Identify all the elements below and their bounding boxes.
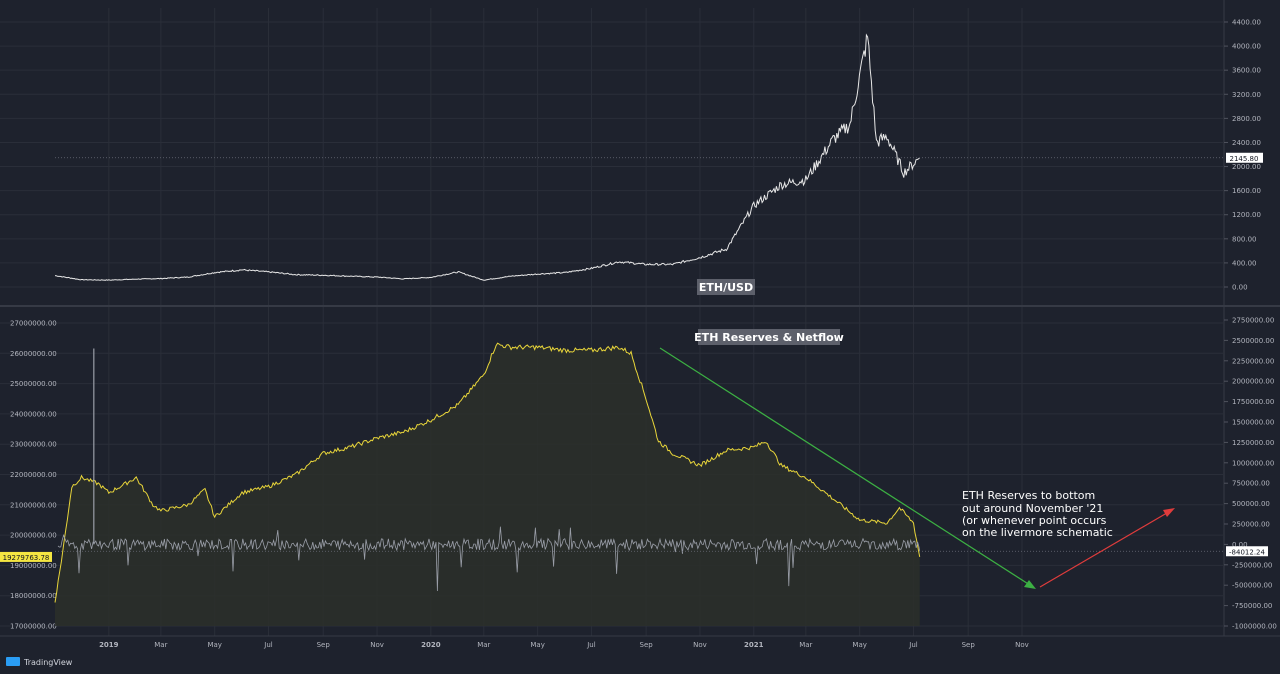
netflow-axis-label: 2250000.00	[1232, 357, 1274, 365]
price-axis-label: 3200.00	[1232, 91, 1261, 99]
x-tick-label: May	[207, 641, 221, 649]
reserves-label-box	[698, 329, 840, 345]
x-tick-label: Jul	[908, 641, 918, 649]
price-axis-label: 0.00	[1232, 284, 1248, 292]
x-tick-label: Sep	[640, 641, 654, 649]
reserves-axis-label: 26000000.00	[10, 350, 57, 358]
tradingview-wordmark: TradingView	[23, 658, 73, 667]
netflow-axis-label: 2750000.00	[1232, 317, 1274, 325]
netflow-layer	[57, 348, 921, 592]
price-axis-label: 1200.00	[1232, 211, 1261, 219]
price-axis-label: 1600.00	[1232, 187, 1261, 195]
downtrend-arrow-head	[1024, 580, 1036, 589]
price-axis-label: 2800.00	[1232, 115, 1261, 123]
reserves-axis-label: 25000000.00	[10, 380, 57, 388]
tradingview-logo-icon	[6, 657, 20, 666]
price-last-value: 2145.80	[1230, 155, 1259, 163]
x-tick-label: Sep	[317, 641, 331, 649]
reserves-axis-label: 22000000.00	[10, 471, 57, 479]
x-tick-label: Mar	[799, 641, 812, 649]
price-layer	[54, 33, 921, 281]
x-tick-label: May	[852, 641, 866, 649]
note-line-4: on the livermore schematic	[962, 526, 1113, 539]
x-tick-label: Jul	[586, 641, 596, 649]
netflow-axis-label: 2500000.00	[1232, 337, 1274, 345]
price-axis-label: 800.00	[1232, 235, 1257, 243]
netflow-line	[57, 526, 921, 592]
grid-layer	[0, 0, 1280, 637]
note-line-3: (or whenever point occurs	[962, 514, 1107, 527]
reserves-axis-label: 21000000.00	[10, 501, 57, 509]
netflow-axis-label: -250000.00	[1232, 561, 1272, 569]
reserves-axis-label: 20000000.00	[10, 532, 57, 540]
netflow-axis-label: 500000.00	[1232, 500, 1270, 508]
netflow-last-tag	[1226, 546, 1268, 557]
price-label: ETH/USD	[699, 281, 753, 294]
x-tick-label: 2021	[744, 641, 764, 649]
note-line-2: out around November '21	[962, 502, 1103, 515]
netflow-axis-label: 1500000.00	[1232, 419, 1274, 427]
price-axis-label: 4400.00	[1232, 19, 1261, 27]
netflow-axis-label: 0.00	[1232, 541, 1248, 549]
reserves-label: ETH Reserves & Netflow	[694, 331, 844, 344]
price-last-tag	[1226, 152, 1263, 163]
price-axis-label: 3600.00	[1232, 67, 1261, 75]
netflow-axis-label: -500000.00	[1232, 582, 1272, 590]
axes-layer: 2019 Mar May Jul Sep Nov 2020 Mar May Jul Sep Nov 20…	[10, 19, 1277, 650]
netflow-axis-label: 2000000.00	[1232, 378, 1274, 386]
netflow-axis-label: 1250000.00	[1232, 439, 1274, 447]
reserves-axis-label: 17000000.00	[10, 623, 57, 631]
netflow-axis-label: 1000000.00	[1232, 459, 1274, 467]
x-tick-label: Sep	[962, 641, 976, 649]
netflow-axis-label: -750000.00	[1232, 602, 1272, 610]
uptrend-arrow-line	[1039, 509, 1173, 588]
price-axis-label: 400.00	[1232, 259, 1257, 267]
x-tick-label: May	[530, 641, 544, 649]
uptrend-arrow-head	[1163, 508, 1175, 517]
downtrend-arrow-line	[659, 347, 1034, 588]
reserves-area	[55, 343, 920, 626]
reserves-axis-label: 23000000.00	[10, 441, 57, 449]
price-axis-label: 4000.00	[1232, 43, 1261, 51]
x-tick-label: Nov	[370, 641, 384, 649]
reserves-axis-label: 27000000.00	[10, 320, 57, 328]
reserves-layer	[54, 342, 921, 626]
x-tick-label: 2020	[421, 641, 441, 649]
netflow-axis-label: 250000.00	[1232, 521, 1270, 529]
x-tick-label: Nov	[1015, 641, 1029, 649]
note-line-1: ETH Reserves to bottom	[962, 489, 1095, 502]
x-tick-label: 2019	[99, 641, 119, 649]
reserves-last-tag	[0, 551, 52, 562]
reserves-line	[54, 342, 921, 603]
price-label-box	[697, 279, 755, 295]
reserves-axis-label: 18000000.00	[10, 592, 57, 600]
eth-usd-line	[54, 33, 921, 281]
x-tick-label: Mar	[477, 641, 490, 649]
tradingview-logo[interactable]: TradingView	[6, 657, 73, 667]
reserves-last-value: 19279763.78	[3, 554, 50, 562]
reserves-axis-label: 19000000.00	[10, 562, 57, 570]
price-axis-label: 2000.00	[1232, 163, 1261, 171]
netflow-axis-label: -1000000.00	[1232, 623, 1277, 631]
price-axis-label: 2400.00	[1232, 139, 1261, 147]
x-tick-label: Mar	[154, 641, 167, 649]
x-tick-label: Jul	[263, 641, 273, 649]
overlay-layer: 2145.80 -84012.24 19279763.78	[0, 152, 1268, 562]
reserves-axis-label: 24000000.00	[10, 410, 57, 418]
netflow-axis-label: 1750000.00	[1232, 398, 1274, 406]
x-tick-label: Nov	[693, 641, 707, 649]
netflow-last-value: -84012.24	[1229, 548, 1265, 556]
netflow-axis-label: 750000.00	[1232, 480, 1270, 488]
